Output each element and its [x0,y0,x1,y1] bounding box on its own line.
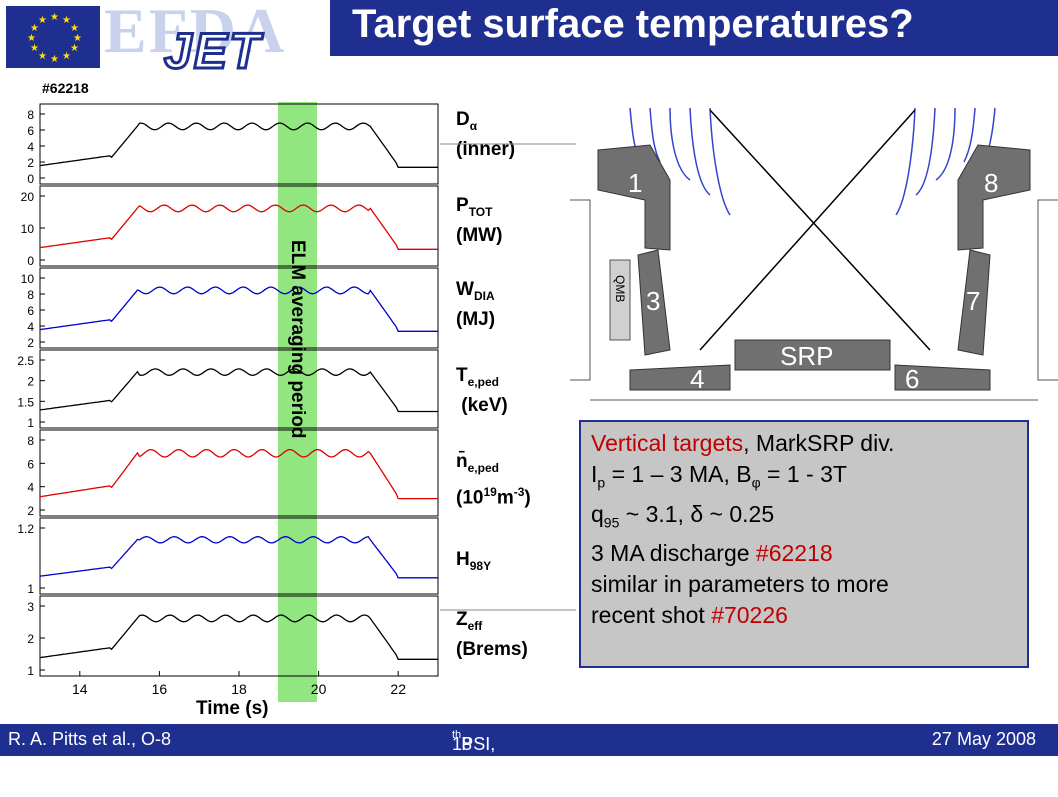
svg-text:★: ★ [50,12,59,23]
elm-averaging-band [278,102,317,702]
panel-frame [39,595,439,677]
svg-text:★: ★ [38,51,47,62]
y-tick-label: 8 [27,108,34,122]
tile-4-label: 4 [690,364,704,394]
header: ★ ★ ★ ★ ★ ★ ★ ★ ★ ★ ★ ★ EFDA JET Target surface … [0,0,1058,81]
connector-lines [440,143,576,611]
label-neped: n̄e,ped (1019m-3) [456,451,531,509]
panel-frame [39,185,439,267]
panel-frame [39,429,439,517]
tile-7-label: 7 [966,286,980,316]
y-tick-label: 1 [27,582,34,596]
svg-text:★: ★ [50,54,59,65]
label-h98y: H98Y [456,549,492,573]
y-tick-label: 20 [21,190,35,204]
label-ptot: PTOT (MW) [456,195,503,246]
info-line-5: similar in parameters to more [591,571,889,598]
tile-1-label: 1 [628,168,642,198]
info-line-4: 3 MA discharge #62218 [591,540,833,567]
x-tick-label: 16 [152,681,168,697]
y-tick-label: 4 [27,320,34,334]
tile-8-label: 8 [984,168,998,198]
info-line-3: q95 ~ 3.1, δ ~ 0.25 [591,500,775,531]
y-tick-label: 1.2 [17,522,34,536]
tile-srp-label: SRP [780,341,833,371]
tile-3-label: 3 [646,286,660,316]
eu-flag-logo: ★ ★ ★ ★ ★ ★ ★ ★ ★ ★ ★ ★ [6,6,100,68]
info-line-2: Ip = 1 – 3 MA, Bφ = 1 - 3T [591,461,847,491]
y-tick-label: 6 [27,304,34,318]
y-tick-label: 10 [21,272,35,286]
panel-frame [39,517,439,595]
svg-text:★: ★ [38,15,47,26]
trace-line [39,286,438,332]
y-tick-label: 1 [27,664,34,678]
title-banner [330,0,1058,56]
svg-text:★: ★ [70,43,79,54]
trace-line [39,122,438,168]
band-label: ELM averaging period [287,240,308,438]
label-wdia: WDIA (MJ) [456,279,496,330]
y-tick-label: 6 [27,457,34,471]
y-tick-label: 6 [27,124,34,138]
jet-logo: JET [163,22,262,81]
y-tick-label: 8 [27,288,34,302]
svg-text:★: ★ [27,33,36,44]
footer-date: 27 May 2008 [931,729,1036,749]
y-tick-label: 1 [27,416,34,430]
page-title: Target surface temperatures? [352,2,914,46]
x-tick-label: 20 [311,681,327,697]
label-zeff: Zeff (Brems) [456,609,528,660]
svg-text:★: ★ [73,33,82,44]
y-tick-label: 2 [27,632,34,646]
y-tick-label: 3 [27,600,34,614]
panel-frame [39,349,439,429]
trace-line [39,535,438,579]
y-tick-label: 2 [27,156,34,170]
svg-text:★: ★ [30,43,39,54]
y-tick-label: 2 [27,336,34,350]
svg-text:★: ★ [62,51,71,62]
x-axis-title: Time (s) [196,698,269,719]
trace-line [39,368,438,413]
trace-line [39,614,438,660]
y-tick-label: 2 [27,375,34,389]
trace-line [39,204,438,250]
svg-text:★: ★ [30,23,39,34]
info-line-1: Vertical targets, MarkSRP div. [591,430,895,456]
x-tick-label: 18 [231,681,247,697]
y-tick-label: 0 [27,254,34,268]
y-tick-label: 2.5 [17,354,34,368]
trace-line [39,448,438,500]
svg-text:★: ★ [62,15,71,26]
info-line-6: recent shot #70226 [591,602,788,629]
y-tick-label: 4 [27,481,34,495]
shot-number: #62218 [42,80,89,96]
y-tick-label: 4 [27,140,34,154]
y-tick-label: 8 [27,434,34,448]
label-teped: Te,ped (keV) [456,365,508,416]
x-tick-label: 14 [72,681,88,697]
y-tick-label: 0 [27,172,34,186]
panel-frame [39,267,439,349]
panel-frame [39,103,439,185]
y-tick-label: 10 [21,222,35,236]
tile-6-label: 6 [905,364,919,394]
footer-author: R. A. Pitts et al., O-8 [8,729,172,749]
y-tick-label: 1.5 [17,395,34,409]
info-box: Vertical targets, MarkSRP div. Ip = 1 – … [579,420,1029,668]
svg-text:★: ★ [70,23,79,34]
y-tick-label: 2 [27,504,34,518]
efda-logo: EFDA [104,0,287,66]
qmb-label: QMB [613,275,627,302]
eu-stars-icon: ★ ★★ ★★★ ★★★ ★★★ [27,12,82,65]
qmb-box [609,259,631,341]
x-tick-label: 22 [390,681,406,697]
divertor-cross-section: 1 8 3 7 SRP 4 6 QMB [570,107,1058,401]
